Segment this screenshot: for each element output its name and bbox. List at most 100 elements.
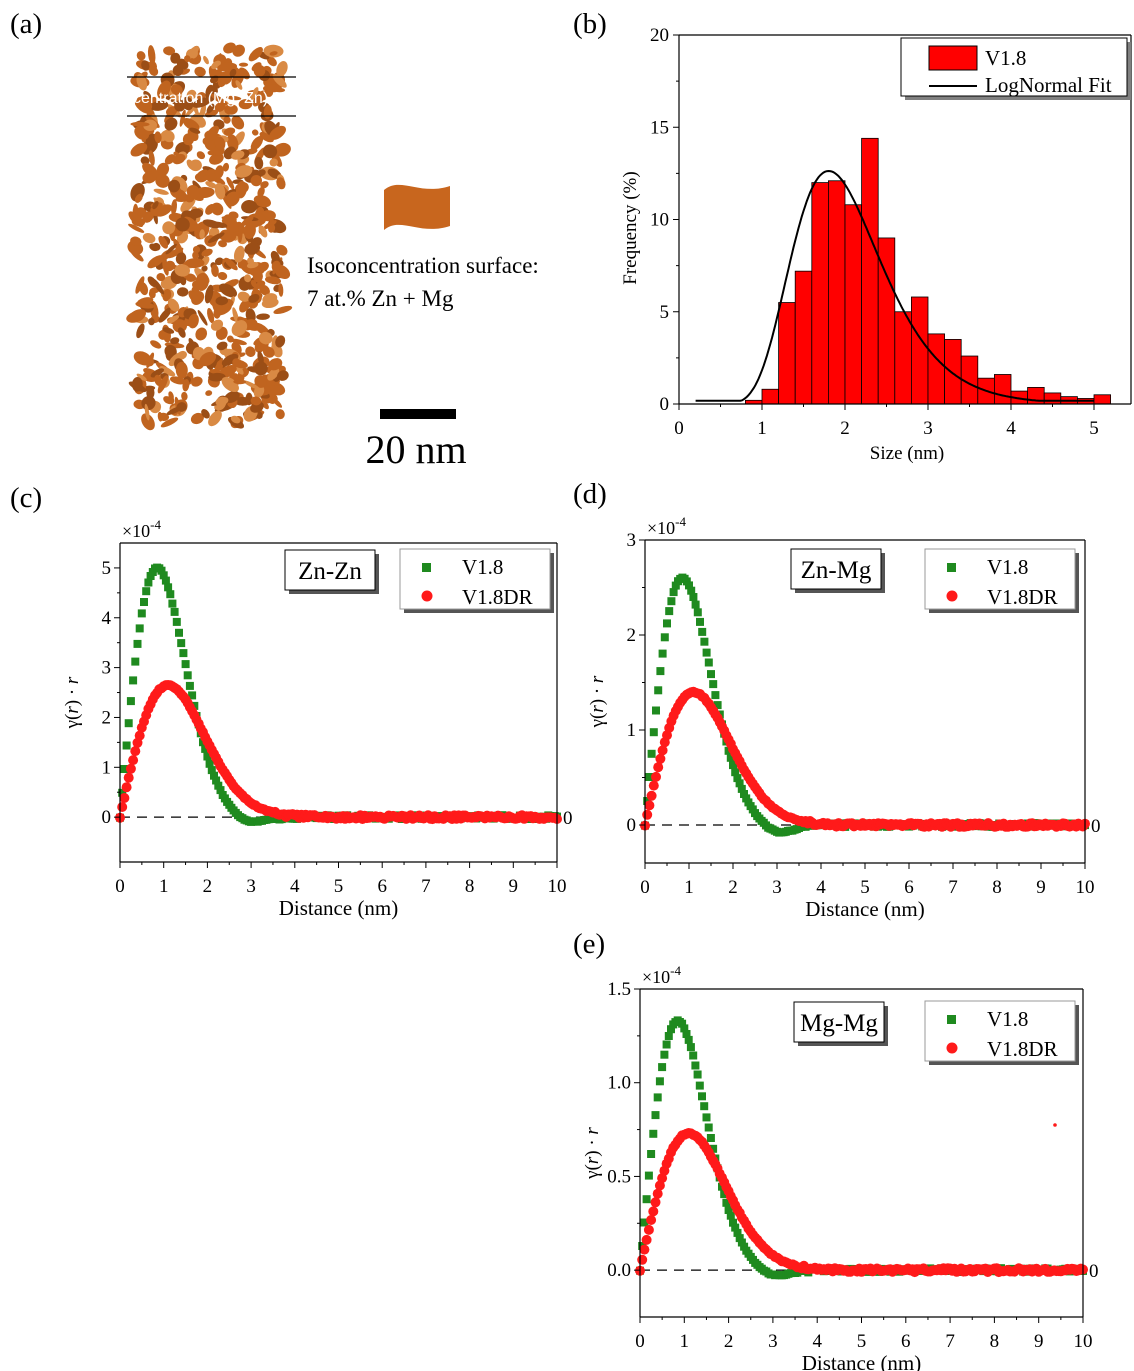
precipitate-blob (233, 379, 247, 385)
marker-square (658, 649, 667, 658)
marker-square (691, 1061, 700, 1070)
x-tick-label: 6 (901, 1331, 911, 1352)
precipitate-blob (229, 68, 237, 77)
marker-square (124, 719, 133, 728)
panel-a-reconstruction: centration (Mg, Zn) Isoconcentration sur… (126, 42, 539, 472)
precipitate-blob (230, 415, 241, 424)
precipitate-blob (224, 257, 238, 271)
y-tick-label: 1.5 (607, 979, 631, 1000)
precipitate-blob (182, 133, 195, 146)
marker-square (711, 691, 720, 700)
marker-square (702, 1113, 711, 1122)
precipitate-blob (136, 73, 148, 91)
precipitate-blob (223, 127, 236, 136)
precipitate-blob (174, 100, 186, 112)
y-tick-label: 4 (102, 608, 112, 629)
precipitate-blob (166, 406, 183, 415)
precipitate-blob (147, 45, 156, 65)
y-tick-label: 5 (660, 302, 670, 323)
precipitate-blob (223, 214, 239, 233)
precipitate-blob (136, 51, 146, 61)
precipitate-blob (246, 261, 259, 269)
marker-square (655, 1077, 664, 1086)
x-tick-label: 4 (816, 877, 826, 898)
precipitate-blob (162, 258, 169, 276)
precipitate-blob (231, 115, 245, 130)
y-tick-label: 0 (102, 807, 112, 828)
marker-square (205, 759, 214, 768)
marker-square (142, 587, 151, 596)
panel-label-b: (b) (573, 8, 607, 40)
precipitate-blob (250, 87, 259, 100)
scale-bar (380, 409, 456, 419)
precipitate-blob (184, 55, 191, 62)
marker-square (201, 744, 210, 753)
y-tick-label: 5 (102, 558, 112, 579)
marker-square (689, 593, 698, 601)
marker-circle (637, 1254, 648, 1265)
precipitate-blob (245, 346, 256, 357)
precipitate-blob (218, 283, 238, 298)
marker-square (640, 1218, 649, 1227)
precipitate-blob (232, 44, 245, 57)
precipitate-blob (177, 287, 189, 297)
marker-square (214, 781, 223, 790)
marker-square (733, 1228, 742, 1237)
marker-square (706, 1134, 715, 1142)
marker-square (177, 639, 186, 648)
precipitate-blob (257, 351, 264, 365)
marker-square (179, 649, 188, 658)
precipitate-blob (164, 117, 178, 131)
y-axis-label: γ(r) · r (62, 676, 83, 729)
marker-square (203, 752, 212, 761)
marker-square (642, 1195, 651, 1204)
precipitate-blob (226, 335, 234, 343)
precipitate-blob (129, 309, 146, 322)
marker-square (709, 680, 718, 689)
x-tick-label: 1 (684, 877, 694, 898)
marker-circle (651, 771, 661, 782)
precipitate-blob (131, 217, 146, 227)
precipitate-blob (204, 284, 214, 304)
x-tick-label: 6 (904, 877, 914, 898)
precipitate-blob (223, 116, 231, 124)
precipitate-blob (162, 221, 176, 235)
marker-square (653, 1093, 662, 1102)
precipitate-blob (251, 62, 262, 72)
precipitate-blob (196, 151, 206, 160)
y-multiplier-exp: -4 (675, 514, 686, 529)
precipitate-blob (154, 374, 162, 386)
y-label-var: r (62, 676, 83, 684)
precipitate-blob (252, 270, 263, 283)
marker-square (118, 788, 127, 797)
marker-circle (641, 1234, 652, 1245)
precipitate-blob (244, 274, 252, 283)
precipitate-blob (247, 366, 260, 373)
marker-square (720, 1190, 729, 1199)
y-label-part: ) · (582, 1135, 603, 1157)
precipitate-blob (262, 144, 278, 159)
precipitate-blob (269, 158, 279, 167)
x-tick-label: 0 (115, 876, 125, 897)
precipitate-blob (269, 125, 286, 140)
precipitate-blob (188, 290, 199, 303)
precipitate-blob (192, 246, 201, 254)
marker-square (654, 686, 663, 695)
precipitate-blob (139, 282, 149, 296)
y-tick-label: 3 (102, 658, 112, 679)
precipitate-blob (232, 358, 241, 367)
precipitate-blob (254, 343, 264, 353)
marker-square (707, 670, 715, 679)
marker-square (212, 776, 221, 785)
marker-square (693, 608, 702, 617)
precipitate-blob (278, 283, 284, 297)
precipitate-blob (189, 127, 201, 134)
marker-square (740, 790, 748, 798)
marker-circle (121, 782, 132, 793)
precipitate-blob (174, 264, 190, 277)
precipitate-blob (268, 224, 276, 233)
isosurface-swatch (384, 184, 450, 230)
marker-circle (655, 753, 666, 764)
marker-square (161, 576, 170, 585)
y-tick-label: 0 (660, 394, 670, 415)
